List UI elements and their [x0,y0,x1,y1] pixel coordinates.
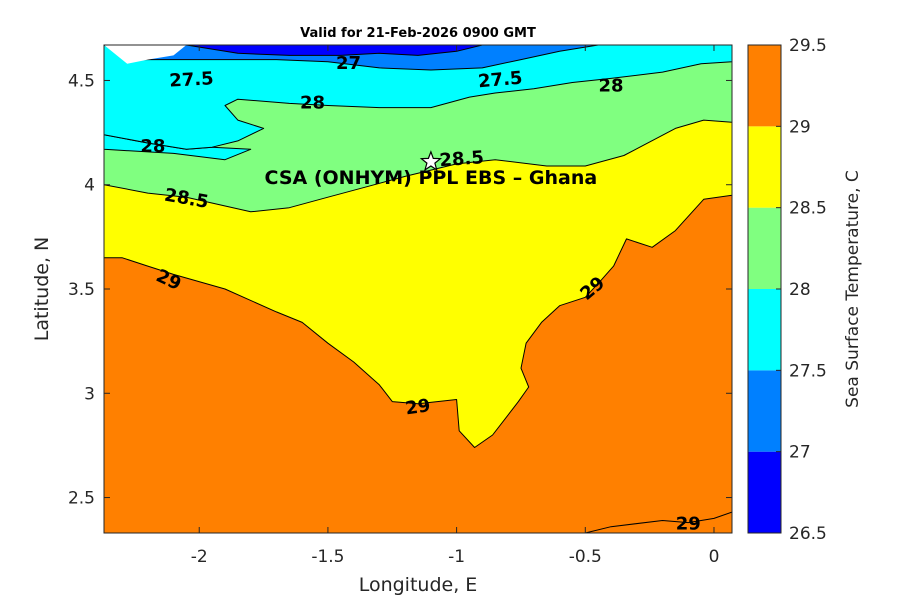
site-star-marker [419,150,443,172]
x-tick-label: 0 [709,547,720,567]
site-label: CSA (ONHYM) PPL EBS – Ghana [265,167,598,189]
x-tick-label: -2 [191,547,208,567]
colorbar-tick-label: 28.5 [789,199,827,219]
colorbar-tick-label: 27.5 [789,361,827,381]
contour-region-missing [104,45,187,64]
contour-region-26_5-27 [185,45,483,56]
x-tick-label: -1 [448,547,465,567]
y-tick-label: 4.5 [68,71,95,91]
contour-label: 28 [300,92,325,113]
colorbar-swatch [748,45,781,127]
colorbar-tick-label: 26.5 [789,524,827,544]
contour-label: 27.5 [477,68,523,93]
y-tick-label: 3.5 [68,280,95,300]
contour-region-29-29_5 [584,511,732,533]
colorbar-tick-label: 28 [789,280,811,300]
x-tick-label: -1.5 [311,547,344,567]
colorbar-swatch [748,370,781,452]
contour-label: 28 [599,76,624,97]
contour-label: 28.5 [439,147,485,171]
colorbar-swatch [748,207,781,289]
y-axis-label: Latitude, N [31,237,53,342]
chart-title: Valid for 21-Feb-2026 0900 GMT [300,26,536,41]
x-tick-label: -0.5 [569,547,602,567]
contour-label: 27.5 [169,68,214,91]
colorbar-swatch [748,289,781,371]
y-tick-label: 4 [84,176,95,196]
colorbar-tick-label: 29 [789,117,811,137]
contour-label: 29 [404,395,432,419]
x-axis-label: Longitude, E [359,574,478,596]
colorbar-tick-label: 27 [789,443,811,463]
contour-region-27_5-28 [104,45,732,150]
y-tick-label: 2.5 [68,489,95,509]
contour-label: 29 [676,514,701,535]
y-tick-label: 3 [84,384,95,404]
colorbar-label: Sea Surface Temperature, C [843,170,863,408]
colorbar-swatch [748,126,781,208]
colorbar-tick-label: 29.5 [789,36,827,56]
contour-label: 28 [140,136,165,157]
contour-label: 27 [336,53,361,74]
colorbar-swatch [748,451,781,533]
